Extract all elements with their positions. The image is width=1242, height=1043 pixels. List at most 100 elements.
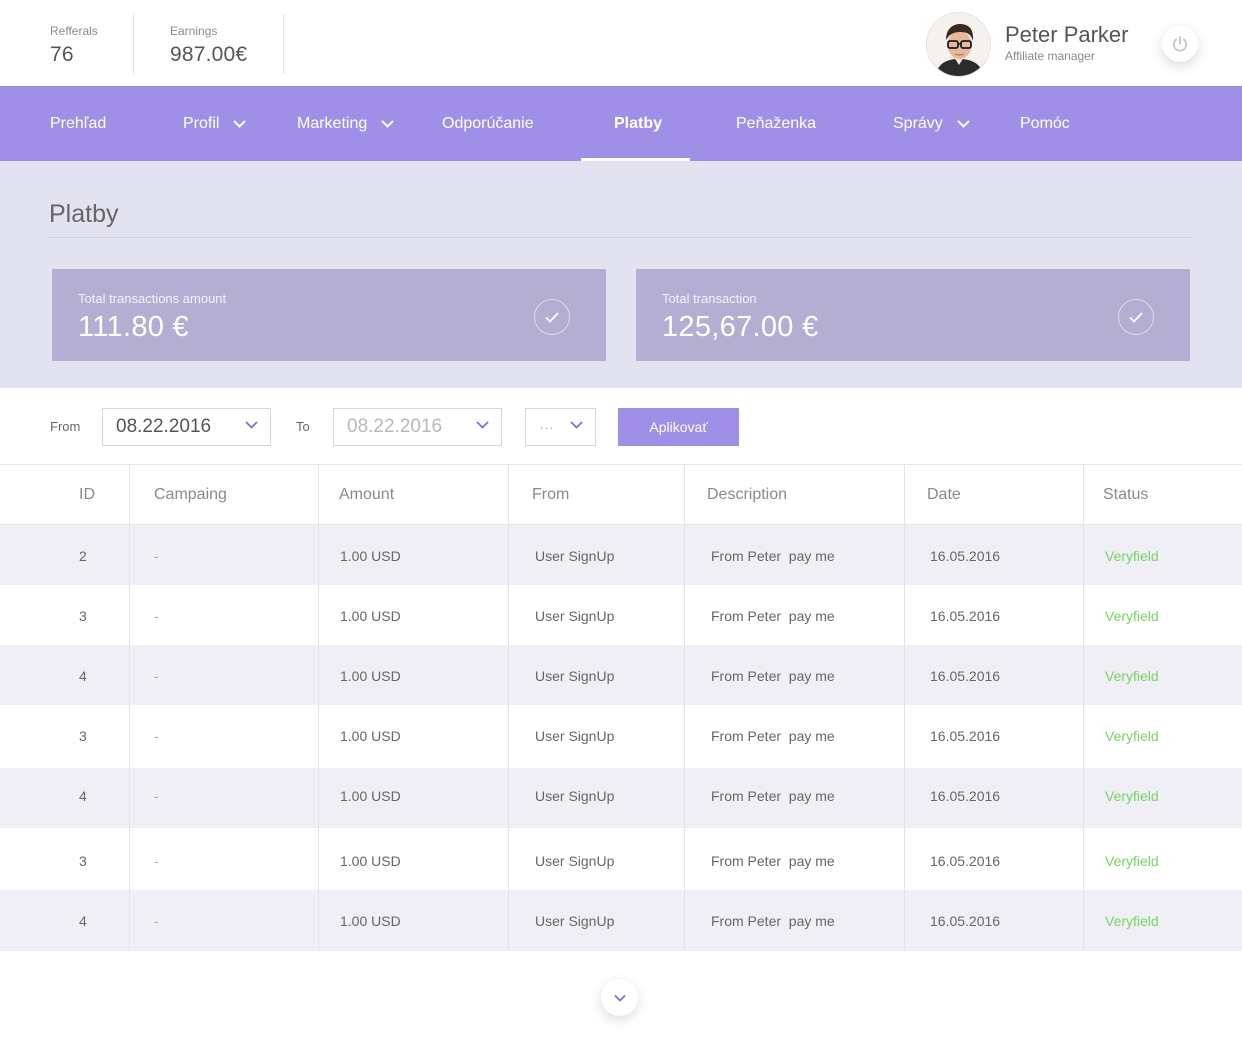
earnings-value: 987.00€ <box>170 43 248 66</box>
cell-from: User SignUp <box>535 548 615 564</box>
table-row[interactable]: 4 - 1.00 USD User SignUp From Peter pay … <box>0 645 1242 705</box>
chevron-down-icon <box>570 421 583 429</box>
cell-date: 16.05.2016 <box>930 853 1001 869</box>
extra-filter-value: ··· <box>539 418 554 436</box>
column-divider <box>1083 464 1084 951</box>
user-name[interactable]: Peter Parker <box>1005 22 1129 47</box>
cell-id: 3 <box>79 728 87 744</box>
total-amount-card: Total transactions amount 111.80 € <box>52 269 606 361</box>
title-divider <box>49 237 1192 238</box>
cell-campaign: - <box>154 548 159 564</box>
table-header: ID Campaing Amount From Description Date… <box>0 464 1242 525</box>
nav-item-label: Prehľad <box>50 114 107 132</box>
cell-date: 16.05.2016 <box>930 913 1001 929</box>
apply-button[interactable]: Aplikovať <box>618 408 739 446</box>
cell-amount: 1.00 USD <box>340 913 401 929</box>
cell-campaign: - <box>154 728 159 744</box>
power-icon <box>1172 36 1188 52</box>
extra-filter-select[interactable]: ··· <box>525 408 596 446</box>
cell-description: From Peter pay me <box>711 668 835 684</box>
nav-active-indicator <box>581 158 690 161</box>
cell-date: 16.05.2016 <box>930 548 1001 564</box>
cell-description: From Peter pay me <box>711 788 835 804</box>
top-bar: Refferals 76 Earnings 987.00€ Peter Park… <box>0 0 1242 86</box>
total-transaction-card: Total transaction 125,67.00 € <box>636 269 1190 361</box>
column-divider <box>904 464 905 951</box>
card-label: Total transaction <box>662 291 757 306</box>
column-header-id[interactable]: ID <box>79 486 95 503</box>
nav-item-pomoc[interactable]: Pomóc <box>1020 86 1070 161</box>
nav-item-penazenka[interactable]: Peňaženka <box>736 86 816 161</box>
nav-item-odporucanie[interactable]: Odporúčanie <box>442 86 534 161</box>
column-header-status[interactable]: Status <box>1103 486 1149 503</box>
cell-amount: 1.00 USD <box>340 728 401 744</box>
cell-id: 4 <box>79 668 87 684</box>
cell-campaign: - <box>154 668 159 684</box>
chevron-down-icon <box>613 994 626 1002</box>
cell-description: From Peter pay me <box>711 913 835 929</box>
cell-id: 4 <box>79 788 87 804</box>
earnings-label: Earnings <box>170 24 218 38</box>
cell-description: From Peter pay me <box>711 853 835 869</box>
nav-item-label: Platby <box>614 114 663 132</box>
cell-id: 3 <box>79 853 87 869</box>
cell-status: Veryfield <box>1105 548 1159 564</box>
check-icon <box>1118 299 1154 335</box>
cell-from: User SignUp <box>535 853 615 869</box>
table-row[interactable]: 3 - 1.00 USD User SignUp From Peter pay … <box>0 828 1242 890</box>
table-row[interactable]: 2 - 1.00 USD User SignUp From Peter pay … <box>0 525 1242 585</box>
earnings-stat: Earnings 987.00€ <box>170 24 247 67</box>
column-divider <box>318 464 319 951</box>
to-date-value: 08.22.2016 <box>347 416 443 437</box>
card-value: 111.80 € <box>78 311 189 343</box>
nav-item-marketing[interactable]: Marketing <box>297 86 394 161</box>
cell-amount: 1.00 USD <box>340 853 401 869</box>
nav-item-label: Odporúčanie <box>442 114 534 132</box>
nav-item-profil[interactable]: Profil <box>183 86 247 161</box>
chevron-down-icon <box>381 119 394 128</box>
main-nav: Prehľad Profil Marketing Odporúčanie Pla… <box>0 86 1242 161</box>
column-header-amount[interactable]: Amount <box>339 486 395 503</box>
nav-item-spravy[interactable]: Správy <box>893 86 970 161</box>
column-header-date[interactable]: Date <box>927 486 961 503</box>
cell-status: Veryfield <box>1105 913 1159 929</box>
stat-divider <box>283 14 284 74</box>
cell-status: Veryfield <box>1105 608 1159 624</box>
cell-campaign: - <box>154 788 159 804</box>
cell-amount: 1.00 USD <box>340 548 401 564</box>
to-label: To <box>296 419 310 434</box>
cell-from: User SignUp <box>535 788 615 804</box>
table-row[interactable]: 4 - 1.00 USD User SignUp From Peter pay … <box>0 768 1242 828</box>
from-date-select[interactable]: 08.22.2016 <box>102 408 271 446</box>
check-icon <box>534 299 570 335</box>
cell-amount: 1.00 USD <box>340 608 401 624</box>
referrals-stat: Refferals 76 <box>50 24 98 67</box>
load-more-button[interactable] <box>601 979 638 1016</box>
chevron-down-icon <box>476 421 489 429</box>
to-date-select[interactable]: 08.22.2016 <box>333 408 502 446</box>
column-header-from[interactable]: From <box>532 486 570 503</box>
column-header-description[interactable]: Description <box>707 486 788 503</box>
cell-description: From Peter pay me <box>711 728 835 744</box>
column-divider <box>129 464 130 951</box>
nav-item-platby[interactable]: Platby <box>614 86 662 161</box>
column-header-campaign[interactable]: Campaing <box>154 486 227 503</box>
nav-item-prehlad[interactable]: Prehľad <box>50 86 106 161</box>
chevron-down-icon <box>957 119 970 128</box>
logout-button[interactable] <box>1162 26 1198 62</box>
nav-item-label: Správy <box>893 114 943 132</box>
cell-amount: 1.00 USD <box>340 788 401 804</box>
card-value: 125,67.00 € <box>662 311 819 343</box>
table-row[interactable]: 4 - 1.00 USD User SignUp From Peter pay … <box>0 890 1242 951</box>
cell-status: Veryfield <box>1105 668 1159 684</box>
table-row[interactable]: 3 - 1.00 USD User SignUp From Peter pay … <box>0 585 1242 645</box>
cell-campaign: - <box>154 608 159 624</box>
table-row[interactable]: 3 - 1.00 USD User SignUp From Peter pay … <box>0 705 1242 765</box>
from-label: From <box>50 419 81 434</box>
cell-id: 3 <box>79 608 87 624</box>
cell-date: 16.05.2016 <box>930 608 1001 624</box>
user-avatar[interactable] <box>926 12 991 77</box>
cell-from: User SignUp <box>535 913 615 929</box>
cell-status: Veryfield <box>1105 853 1159 869</box>
column-divider <box>508 464 509 951</box>
